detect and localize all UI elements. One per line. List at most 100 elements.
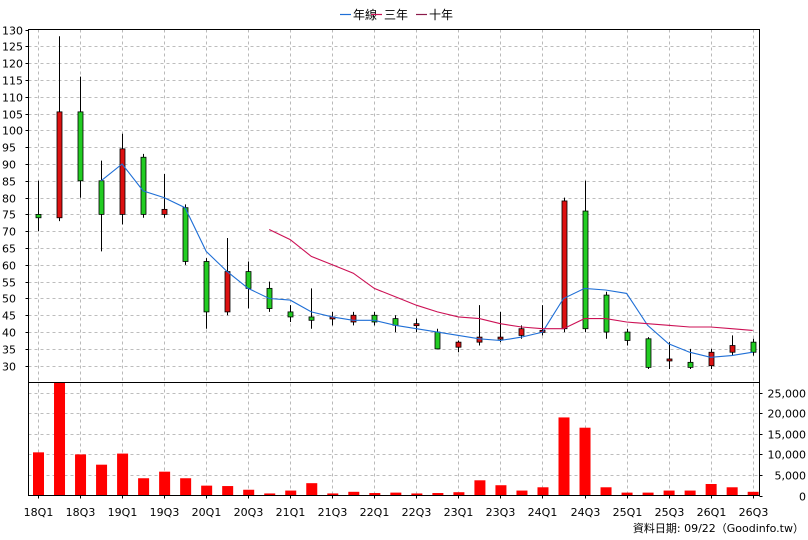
x-tick-label: 20Q1 [192, 506, 222, 519]
x-tick-label: 22Q1 [360, 506, 390, 519]
x-tick-label: 19Q3 [150, 506, 180, 519]
x-tick-label: 26Q1 [697, 506, 727, 519]
price-tick-label: 85 [2, 176, 16, 189]
volume-bar [33, 452, 44, 496]
candle-body [708, 351, 715, 367]
x-tick-label: 25Q1 [613, 506, 643, 519]
volume-bar [264, 493, 276, 496]
volume-bar [516, 490, 528, 496]
candle-body [413, 323, 420, 327]
x-tick-label: 21Q1 [276, 506, 306, 519]
volume-bar [369, 493, 381, 496]
candle-body [350, 314, 357, 323]
volume-tick-label: 15,000 [768, 429, 807, 442]
price-tick-label: 95 [2, 142, 16, 155]
volume-bar [75, 454, 87, 496]
volume-bar [663, 490, 675, 496]
candle-body [434, 331, 441, 350]
candle-body [729, 345, 736, 353]
candle-body [603, 294, 610, 333]
volume-bar [243, 489, 255, 496]
chart-legend: 年線 三年 十年 [340, 7, 453, 22]
volume-bar [201, 485, 213, 496]
price-tick-label: 130 [2, 25, 23, 38]
candle-body [666, 358, 673, 362]
price-axis-ticks: 30 35 40 45 50 55 60 65 70 75 80 85 90 95 100 105 110 115… [2, 25, 29, 374]
volume-bar [684, 490, 696, 496]
price-tick-label: 120 [2, 58, 23, 71]
candle-body [77, 111, 84, 182]
price-tick-label: 35 [2, 344, 16, 357]
volume-bar [537, 487, 549, 496]
x-tick-label: 18Q3 [66, 506, 96, 519]
price-tick-label: 70 [2, 226, 16, 239]
volume-bar [621, 492, 633, 496]
price-tick-label: 80 [2, 193, 16, 206]
volume-tick-label: 5,000 [775, 470, 807, 483]
candle-body [518, 328, 525, 336]
x-tick-label: 25Q3 [655, 506, 685, 519]
source-label: 資料日期: 09/22（Goodinfo.tw） [633, 521, 804, 535]
price-tick-label: 105 [2, 109, 23, 122]
volume-bar [495, 485, 507, 496]
candle-body [35, 214, 42, 219]
volume-bar [222, 486, 234, 496]
candle-body [203, 261, 210, 313]
volume-bar [54, 382, 66, 496]
candle-body [561, 200, 568, 330]
volume-bar [348, 491, 360, 496]
candle-body [476, 336, 483, 343]
volume-bar [642, 492, 654, 496]
price-tick-label: 65 [2, 243, 16, 256]
candle-body [287, 311, 294, 318]
volume-bar [600, 487, 612, 496]
volume-bar [96, 464, 108, 496]
x-tick-label: 24Q3 [571, 506, 601, 519]
candle-body [392, 318, 399, 326]
price-tick-label: 75 [2, 209, 16, 222]
price-tick-label: 115 [2, 75, 23, 88]
candlesticks [35, 36, 757, 370]
candle-body [582, 210, 589, 330]
volume-bar [306, 483, 318, 496]
volume-bar [138, 478, 150, 496]
x-axis-ticks: 18Q1 18Q3 19Q1 19Q3 20Q1 20Q3 21Q1 21Q3 22Q1 22Q3… [24, 495, 769, 519]
price-tick-label: 40 [2, 327, 16, 340]
volume-bar [432, 493, 444, 496]
price-tick-label: 110 [2, 92, 23, 105]
volume-bar [453, 492, 465, 496]
candle-body [750, 341, 757, 353]
x-tick-label: 24Q1 [528, 506, 558, 519]
volume-bar [327, 493, 339, 496]
candle-body [645, 338, 652, 368]
price-tick-label: 30 [2, 361, 16, 374]
volume-bar [285, 490, 297, 496]
volume-bar [474, 480, 486, 496]
candle-body [161, 208, 168, 215]
volume-tick-label: 0 [799, 491, 806, 504]
x-tick-label: 20Q3 [234, 506, 264, 519]
candle-body [98, 180, 105, 215]
volume-bar [411, 493, 423, 496]
volume-bars [33, 382, 759, 496]
volume-bar [579, 427, 591, 496]
volume-bar [726, 487, 738, 496]
price-tick-label: 125 [2, 41, 23, 54]
volume-axis-ticks: 25,000 20,000 15,000 10,000 5,000 0 [759, 388, 807, 504]
price-tick-label: 100 [2, 125, 23, 138]
candle-body [687, 361, 694, 368]
price-tick-label: 45 [2, 310, 16, 323]
x-tick-label: 21Q3 [318, 506, 348, 519]
price-tick-label: 55 [2, 277, 16, 290]
x-tick-label: 26Q3 [739, 506, 769, 519]
legend-label: 十年 [429, 8, 453, 22]
volume-bar [747, 491, 759, 496]
volume-bar [558, 417, 570, 496]
legend-label: 三年 [384, 8, 408, 22]
candle-body [119, 148, 126, 215]
candle-body [497, 336, 504, 340]
moving-average-lines [100, 163, 753, 358]
x-tick-label: 23Q3 [486, 506, 516, 519]
price-tick-label: 90 [2, 159, 16, 172]
volume-bar [159, 471, 171, 496]
